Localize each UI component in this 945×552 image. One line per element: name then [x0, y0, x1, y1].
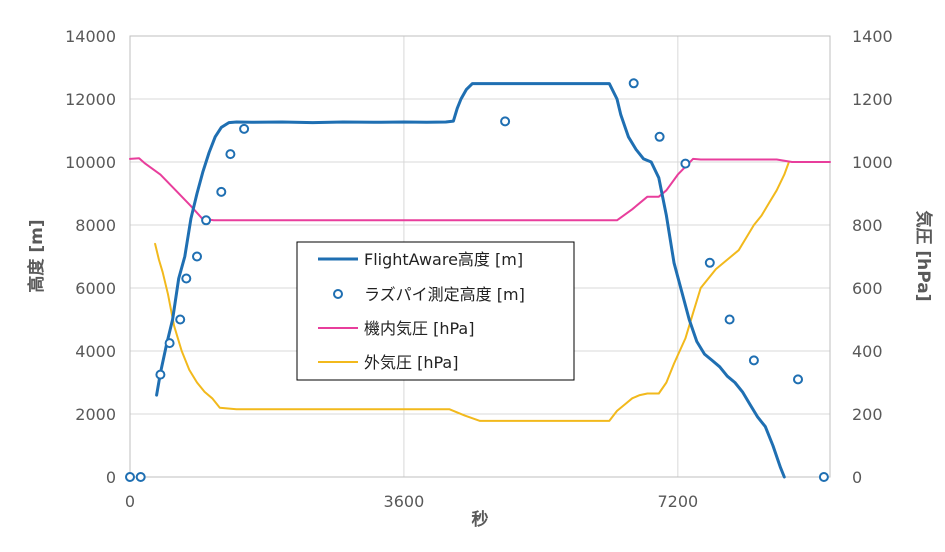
y-tick-label-right: 200	[852, 405, 883, 424]
raspi-marker	[793, 374, 803, 385]
raspi-marker	[181, 273, 192, 284]
y-tick-label-right: 800	[852, 216, 883, 235]
legend-label-cabin: 機内気圧 [hPa]	[364, 319, 474, 338]
raspi-marker	[818, 472, 829, 482]
y-tick-label-right: 1000	[852, 153, 893, 172]
legend-label-raspi: ラズパイ測定高度 [m]	[364, 285, 525, 304]
raspi-marker	[125, 472, 135, 482]
raspi-marker	[225, 149, 236, 160]
raspi-marker	[748, 355, 759, 366]
raspi-marker	[201, 215, 212, 226]
raspi-marker	[175, 314, 186, 325]
y-tick-label-left: 6000	[75, 279, 116, 298]
y-tick-label-left: 2000	[75, 405, 116, 424]
raspi-marker	[135, 472, 146, 482]
y-tick-label-left: 14000	[65, 27, 116, 46]
y-tick-label-right: 1400	[852, 27, 893, 46]
x-tick-label: 3600	[384, 492, 425, 511]
y-tick-label-right: 600	[852, 279, 883, 298]
legend: FlightAware高度 [m] ラズパイ測定高度 [m] 機内気圧 [hPa…	[296, 241, 575, 381]
x-axis-title: 秒	[472, 509, 489, 530]
y-tick-label-right: 1200	[852, 90, 893, 109]
raspi-marker	[680, 158, 691, 169]
plot-frame	[129, 35, 831, 478]
series-layer	[125, 78, 831, 482]
y-axis-title-left: 高度 [m]	[26, 219, 47, 292]
tick-layer: 0200040006000800010000120001400002004006…	[65, 27, 893, 511]
cabin-pressure-line	[129, 157, 831, 222]
x-tick-label: 7200	[657, 492, 698, 511]
raspi-marker	[164, 338, 175, 349]
y-tick-label-left: 0	[106, 468, 116, 487]
raspi-marker	[628, 78, 639, 89]
y-tick-label-left: 12000	[65, 90, 116, 109]
legend-label-outside: 外気圧 [hPa]	[364, 353, 458, 372]
x-tick-label: 0	[125, 492, 135, 511]
y-tick-label-left: 8000	[75, 216, 116, 235]
y-tick-label-left: 10000	[65, 153, 116, 172]
raspi-marker	[216, 186, 227, 197]
raspi-marker	[704, 257, 715, 268]
y-tick-label-right: 0	[852, 468, 862, 487]
y-axis-title-right: 気圧 [hPa]	[913, 209, 934, 301]
legend-label-flightaware: FlightAware高度 [m]	[364, 250, 523, 269]
raspi-marker	[724, 314, 735, 325]
raspi-marker	[239, 123, 250, 134]
raspi-marker	[192, 251, 202, 262]
legend-swatch-raspi	[333, 289, 343, 299]
legend-box	[296, 241, 575, 381]
raspi-marker	[654, 131, 665, 142]
flightaware-line	[155, 82, 786, 479]
y-tick-label-left: 4000	[75, 342, 116, 361]
raspi-marker	[155, 369, 166, 380]
outside-pressure-line	[154, 161, 790, 422]
raspi-marker	[500, 116, 511, 127]
y-tick-label-right: 400	[852, 342, 883, 361]
